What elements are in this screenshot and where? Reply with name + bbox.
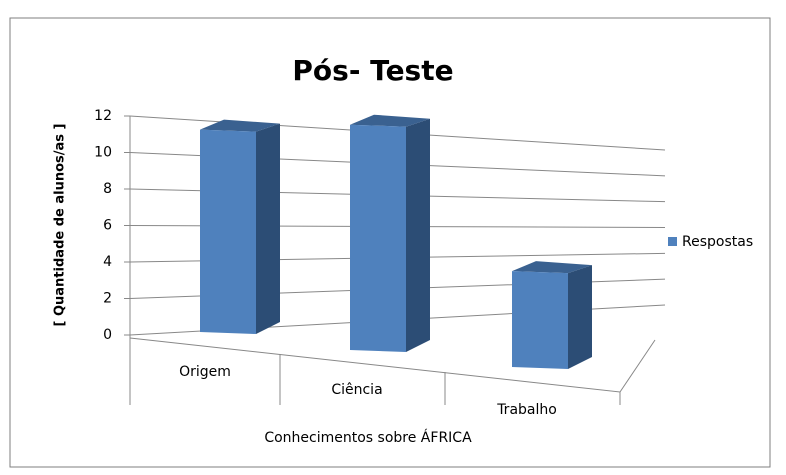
x-tick-label: Origem: [179, 364, 231, 380]
y-tick-label: 4: [103, 254, 112, 270]
y-tick-label: 8: [103, 181, 112, 197]
bar: [200, 129, 256, 334]
x-tick-label: Ciência: [331, 382, 382, 398]
x-tick-label: Trabalho: [496, 402, 557, 418]
y-tick-label: 2: [103, 291, 112, 307]
y-tick-label: 6: [103, 218, 112, 234]
bar-top: [350, 114, 430, 127]
legend-swatch: [668, 237, 677, 246]
bar: [350, 124, 406, 352]
chart-title: Pós- Teste: [292, 54, 453, 87]
bar-top: [512, 261, 592, 274]
bar-side: [256, 123, 280, 334]
y-tick-label: 0: [103, 327, 112, 343]
bar-side: [406, 118, 430, 352]
y-tick-label: 10: [94, 145, 112, 161]
x-axis-label: Conhecimentos sobre ÁFRICA: [264, 429, 472, 446]
bar: [512, 271, 568, 369]
bar-top: [200, 119, 280, 132]
bar-side: [568, 265, 592, 369]
y-tick-label: 12: [94, 108, 112, 124]
y-axis-label: [ Quantidade de alunos/as ]: [53, 124, 68, 327]
legend-label: Respostas: [682, 234, 753, 250]
